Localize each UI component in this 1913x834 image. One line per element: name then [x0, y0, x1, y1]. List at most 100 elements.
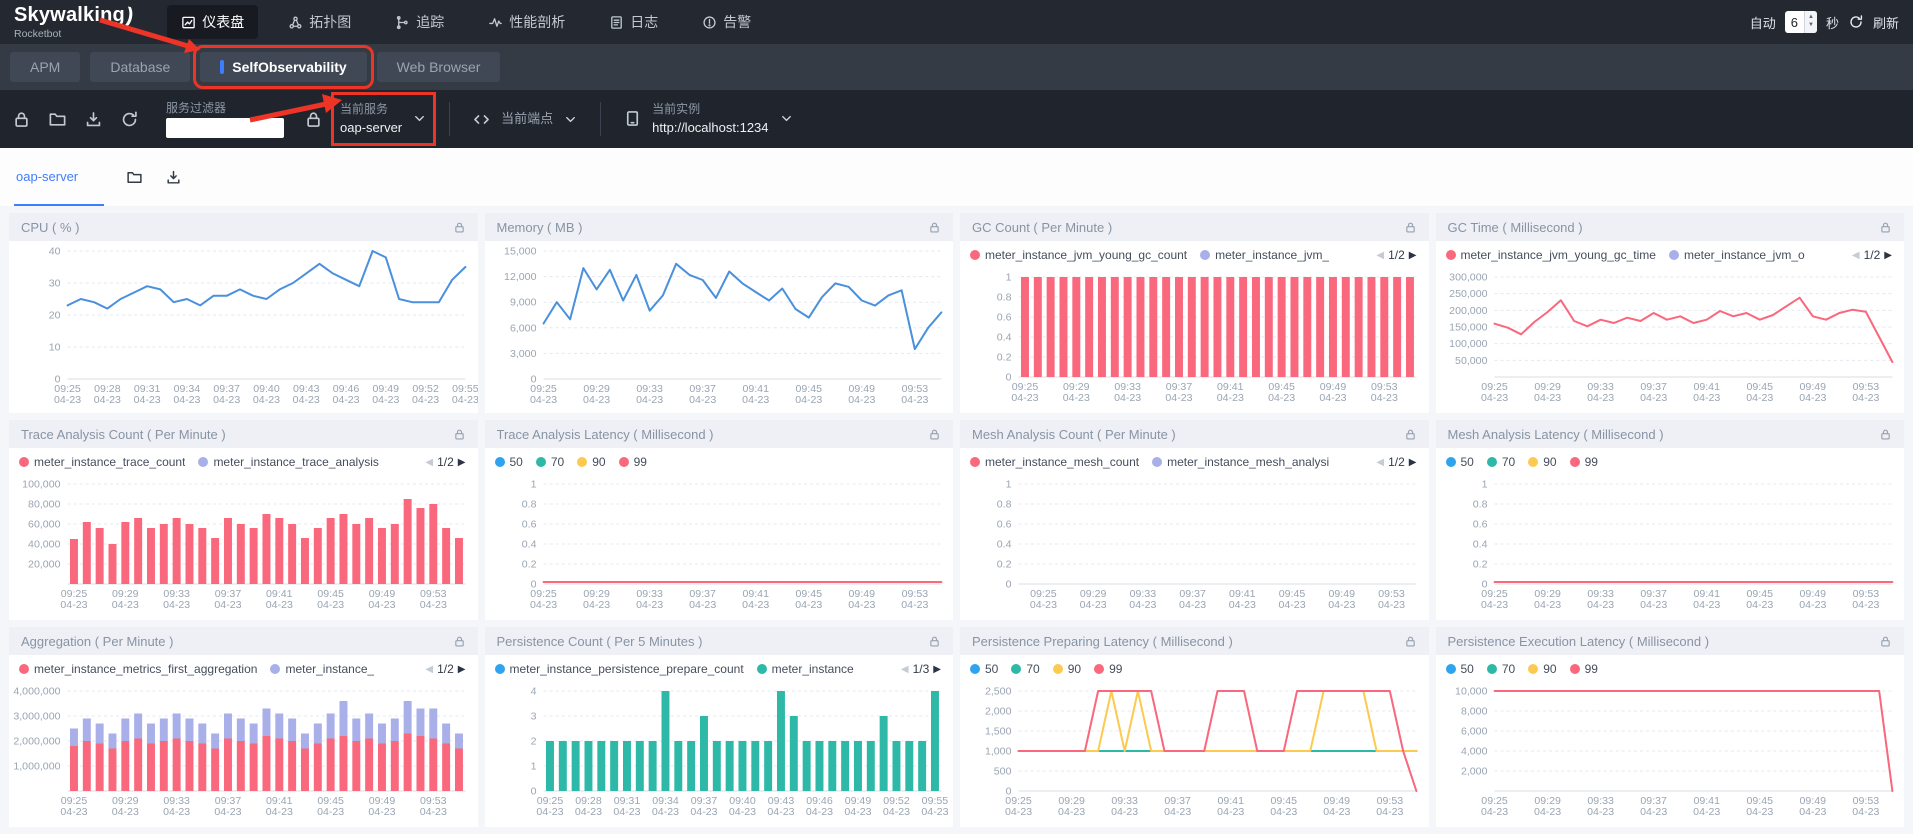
current-endpoint-select[interactable]: 当前端点: [472, 110, 578, 129]
pager-next-icon[interactable]: ▶: [457, 456, 466, 468]
legend-item[interactable]: 99: [1569, 662, 1598, 676]
legend-item[interactable]: meter_instance_: [270, 662, 374, 676]
refresh-icon[interactable]: [1848, 14, 1864, 30]
legend-item[interactable]: 50: [494, 455, 523, 469]
pager-next-icon[interactable]: ▶: [457, 663, 466, 675]
legend-item[interactable]: 50: [1445, 662, 1474, 676]
lock-icon[interactable]: [453, 428, 466, 441]
tab-database[interactable]: Database: [90, 52, 191, 82]
lock-icon[interactable]: [453, 635, 466, 648]
nav-item-trace[interactable]: 追踪: [381, 5, 458, 39]
legend-item[interactable]: 50: [1445, 455, 1474, 469]
legend-item[interactable]: meter_instance_mesh_count: [970, 455, 1139, 469]
chart-canvas: 1,000,000 2,000,000 3,000,000 4,000,000 09:2…: [13, 686, 466, 818]
legend-item[interactable]: meter_instance_trace_analysis: [198, 455, 379, 469]
lock-icon[interactable]: [1404, 221, 1417, 234]
lock-icon[interactable]: [1879, 428, 1892, 441]
legend-item[interactable]: meter_instance_mesh_analysi: [1152, 455, 1329, 469]
pager-next-icon[interactable]: ▶: [1408, 456, 1417, 468]
toolbar-divider: [600, 102, 602, 136]
legend-item[interactable]: 70: [1011, 662, 1040, 676]
legend-item[interactable]: meter_instance_metrics_first_aggregation: [19, 662, 257, 676]
service-filter-input[interactable]: [166, 118, 284, 139]
current-instance-select[interactable]: 当前实例 http://localhost:1234: [623, 101, 793, 137]
app-logo[interactable]: Skywalking ) Rocketbot: [14, 2, 136, 40]
export-icon[interactable]: [165, 169, 182, 186]
legend-label: 50: [985, 662, 999, 676]
pager-next-icon[interactable]: ▶: [933, 663, 941, 675]
legend-item[interactable]: 50: [970, 662, 998, 676]
tab-webbrowser[interactable]: Web Browser: [376, 52, 501, 82]
panel-header: Persistence Execution Latency ( Millisec…: [1435, 627, 1904, 655]
legend-item[interactable]: meter_instance_persistence_prepare_count: [494, 662, 744, 676]
legend-label: meter_instance_trace_analysis: [213, 455, 379, 469]
tab-selfobservability[interactable]: SelfObservability: [193, 45, 374, 89]
service-lock-icon[interactable]: [304, 110, 323, 129]
refresh-interval-stepper[interactable]: 6 ▲ ▼: [1784, 11, 1817, 33]
legend-label: 90: [592, 455, 606, 469]
pager-next-icon[interactable]: ▶: [1884, 249, 1892, 261]
pager-prev-icon[interactable]: ◀: [1376, 456, 1385, 468]
legend-item[interactable]: meter_instance_jvm_: [1200, 248, 1329, 262]
nav-item-alarm[interactable]: 告警: [688, 5, 765, 39]
legend-item[interactable]: meter_instance: [756, 662, 854, 676]
nav-item-dashboard[interactable]: 仪表盘: [167, 5, 259, 39]
pager-prev-icon[interactable]: ◀: [1851, 249, 1860, 261]
pager-prev-icon[interactable]: ◀: [900, 663, 909, 675]
page-tab-oap-server[interactable]: oap-server: [14, 148, 105, 206]
lock-icon-button[interactable]: [12, 110, 31, 129]
legend-item[interactable]: 90: [1052, 662, 1081, 676]
legend-item[interactable]: 99: [1569, 455, 1598, 469]
lock-icon[interactable]: [1879, 635, 1892, 648]
lock-icon[interactable]: [928, 221, 941, 234]
legend-item[interactable]: meter_instance_trace_count: [19, 455, 185, 469]
lock-icon[interactable]: [453, 221, 466, 234]
nav-item-profile[interactable]: 性能剖析: [474, 5, 579, 39]
folder-icon-button[interactable]: [48, 110, 67, 129]
refresh-button[interactable]: 刷新: [1872, 15, 1899, 31]
legend-item[interactable]: meter_instance_jvm_o: [1668, 248, 1805, 262]
import-icon-button[interactable]: [84, 110, 103, 129]
legend-item[interactable]: 90: [1528, 662, 1557, 676]
panel-title: Trace Analysis Count ( Per Minute ): [21, 426, 226, 442]
lock-icon[interactable]: [928, 428, 941, 441]
nav-item-log[interactable]: 日志: [595, 5, 672, 39]
legend-item[interactable]: 70: [535, 455, 564, 469]
current-service-select[interactable]: 当前服务 oap-server: [330, 91, 437, 147]
lock-icon[interactable]: [1879, 221, 1892, 234]
legend-item[interactable]: 90: [1528, 455, 1557, 469]
pager-prev-icon[interactable]: ◀: [425, 456, 434, 468]
folder-icon[interactable]: [126, 169, 143, 186]
lock-icon[interactable]: [1404, 635, 1417, 648]
legend-item[interactable]: meter_instance_jvm_young_gc_count: [970, 248, 1187, 262]
legend-item[interactable]: 70: [1486, 455, 1515, 469]
reload-icon-button[interactable]: [120, 110, 139, 129]
stepper-arrows-icon[interactable]: ▲ ▼: [1804, 11, 1817, 33]
lock-icon[interactable]: [1404, 428, 1417, 441]
legend-item[interactable]: 99: [1094, 662, 1122, 676]
panel-gc-time: GC Time ( Millisecond ) meter_instance_j…: [1435, 213, 1904, 413]
legend-item[interactable]: 70: [1486, 662, 1515, 676]
legend-item[interactable]: meter_instance_jvm_young_gc_time: [1445, 248, 1656, 262]
service-filter: 服务过滤器: [166, 100, 284, 139]
tab-apm[interactable]: APM: [10, 52, 81, 82]
legend-item[interactable]: 99: [618, 455, 647, 469]
dashboard-toolbar: 服务过滤器 当前服务 oap-server 当前端点 当前实例 http://l…: [0, 90, 1913, 148]
legend-item[interactable]: 90: [577, 455, 606, 469]
nav-item-topology[interactable]: 拓扑图: [274, 5, 365, 39]
lock-icon[interactable]: [928, 635, 941, 648]
legend-dot-icon: [1486, 664, 1497, 674]
svg-text:250,000: 250,000: [1449, 288, 1487, 300]
pager-next-icon[interactable]: ▶: [1408, 249, 1417, 261]
pager-prev-icon[interactable]: ◀: [425, 663, 434, 675]
pager-prev-icon[interactable]: ◀: [1376, 249, 1385, 261]
svg-text:0.4: 0.4: [997, 539, 1012, 551]
